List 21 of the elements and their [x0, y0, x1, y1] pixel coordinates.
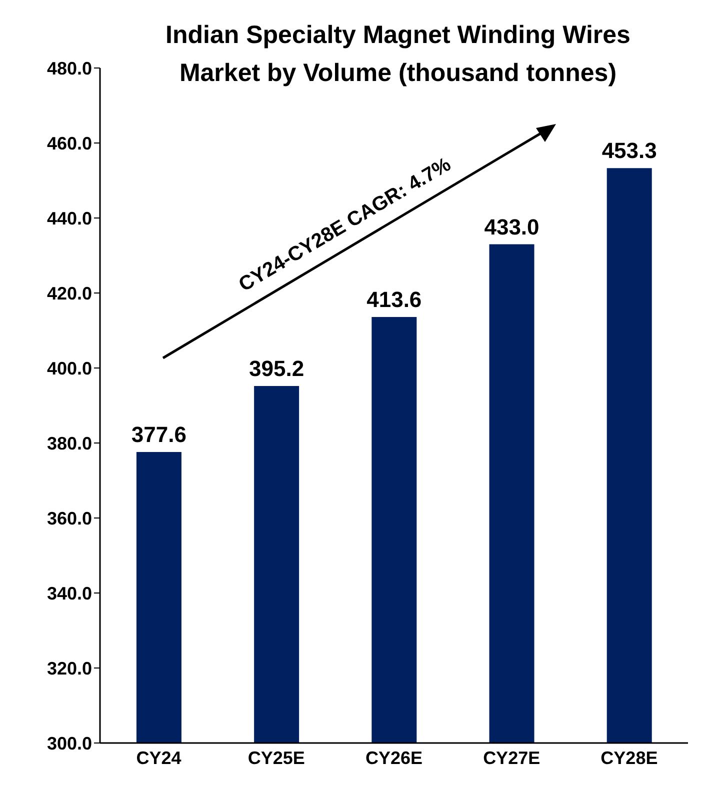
x-tick-label: CY24 [136, 748, 182, 768]
x-tick-label: CY26E [365, 748, 423, 768]
data-label: 413.6 [366, 287, 422, 312]
data-label: 395.2 [249, 356, 304, 381]
data-label: 377.6 [131, 422, 186, 447]
y-tick-label: 440.0 [46, 208, 92, 228]
chart-title: Indian Specialty Magnet Winding Wires Market by Volume (thousand tonnes) [164, 20, 632, 89]
y-tick-label: 380.0 [46, 433, 92, 454]
y-tick-label: 320.0 [46, 658, 92, 678]
y-tick-label: 360.0 [46, 508, 92, 528]
data-label: 453.3 [602, 138, 657, 164]
x-tick-label: CY25E [248, 748, 305, 768]
y-tick-label: 400.0 [46, 358, 92, 378]
y-tick-label: 340.0 [46, 583, 92, 604]
y-tick-label: 300.0 [46, 733, 92, 754]
x-tick-label: CY28E [600, 748, 658, 768]
x-tick-label: CY27E [483, 748, 540, 768]
y-tick-label: 480.0 [46, 58, 92, 78]
y-tick-label: 460.0 [46, 133, 92, 154]
y-tick-label: 420.0 [46, 283, 92, 304]
data-label: 433.0 [484, 214, 540, 240]
